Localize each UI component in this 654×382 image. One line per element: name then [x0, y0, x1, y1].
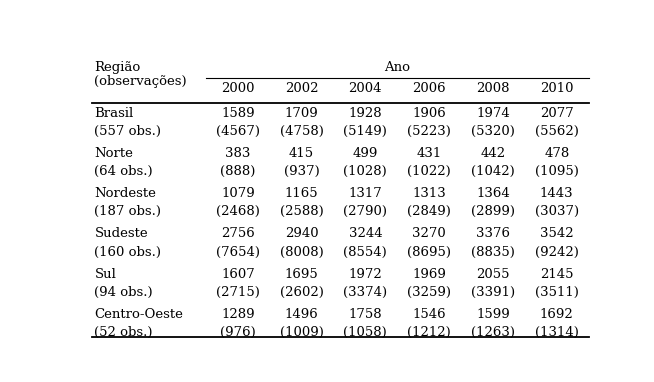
Text: (1028): (1028) — [343, 165, 387, 178]
Text: 1289: 1289 — [221, 308, 254, 321]
Text: (1095): (1095) — [535, 165, 579, 178]
Text: (1042): (1042) — [471, 165, 515, 178]
Text: 2756: 2756 — [221, 227, 254, 240]
Text: 1364: 1364 — [476, 187, 510, 200]
Text: (3037): (3037) — [535, 206, 579, 219]
Text: (52 obs.): (52 obs.) — [94, 326, 153, 339]
Text: 2940: 2940 — [284, 227, 318, 240]
Text: (observações): (observações) — [94, 75, 187, 88]
Text: (557 obs.): (557 obs.) — [94, 125, 162, 138]
Text: (8835): (8835) — [471, 246, 515, 259]
Text: Norte: Norte — [94, 147, 133, 160]
Text: 2077: 2077 — [540, 107, 574, 120]
Text: (160 obs.): (160 obs.) — [94, 246, 162, 259]
Text: Nordeste: Nordeste — [94, 187, 156, 200]
Text: 1165: 1165 — [284, 187, 318, 200]
Text: 1692: 1692 — [540, 308, 574, 321]
Text: (888): (888) — [220, 165, 256, 178]
Text: (937): (937) — [284, 165, 319, 178]
Text: 3244: 3244 — [349, 227, 382, 240]
Text: (4758): (4758) — [280, 125, 324, 138]
Text: Ano: Ano — [385, 60, 410, 74]
Text: 3542: 3542 — [540, 227, 574, 240]
Text: 1546: 1546 — [412, 308, 446, 321]
Text: Brasil: Brasil — [94, 107, 133, 120]
Text: 478: 478 — [544, 147, 570, 160]
Text: 499: 499 — [353, 147, 378, 160]
Text: 1972: 1972 — [349, 268, 382, 281]
Text: (8695): (8695) — [407, 246, 451, 259]
Text: 2145: 2145 — [540, 268, 574, 281]
Text: (2899): (2899) — [471, 206, 515, 219]
Text: (7654): (7654) — [216, 246, 260, 259]
Text: 1758: 1758 — [349, 308, 382, 321]
Text: 1695: 1695 — [284, 268, 318, 281]
Text: (2602): (2602) — [280, 286, 324, 299]
Text: (976): (976) — [220, 326, 256, 339]
Text: (1314): (1314) — [535, 326, 579, 339]
Text: (2468): (2468) — [216, 206, 260, 219]
Text: 1709: 1709 — [284, 107, 318, 120]
Text: 1928: 1928 — [349, 107, 382, 120]
Text: (2588): (2588) — [280, 206, 324, 219]
Text: (1263): (1263) — [471, 326, 515, 339]
Text: (5223): (5223) — [407, 125, 451, 138]
Text: (9242): (9242) — [535, 246, 579, 259]
Text: (5320): (5320) — [471, 125, 515, 138]
Text: 1496: 1496 — [284, 308, 318, 321]
Text: (3511): (3511) — [535, 286, 579, 299]
Text: 1974: 1974 — [476, 107, 510, 120]
Text: 1607: 1607 — [221, 268, 254, 281]
Text: Sul: Sul — [94, 268, 116, 281]
Text: 2055: 2055 — [476, 268, 509, 281]
Text: 415: 415 — [289, 147, 314, 160]
Text: Região: Região — [94, 60, 141, 74]
Text: (1009): (1009) — [280, 326, 324, 339]
Text: (5149): (5149) — [343, 125, 387, 138]
Text: (8554): (8554) — [343, 246, 387, 259]
Text: (2849): (2849) — [407, 206, 451, 219]
Text: (94 obs.): (94 obs.) — [94, 286, 153, 299]
Text: 1443: 1443 — [540, 187, 574, 200]
Text: 1589: 1589 — [221, 107, 254, 120]
Text: (3259): (3259) — [407, 286, 451, 299]
Text: (1058): (1058) — [343, 326, 387, 339]
Text: 2010: 2010 — [540, 82, 574, 95]
Text: 2008: 2008 — [476, 82, 509, 95]
Text: 383: 383 — [225, 147, 250, 160]
Text: Sudeste: Sudeste — [94, 227, 148, 240]
Text: 1079: 1079 — [221, 187, 254, 200]
Text: 3376: 3376 — [476, 227, 510, 240]
Text: 2002: 2002 — [285, 82, 318, 95]
Text: (2715): (2715) — [216, 286, 260, 299]
Text: 2004: 2004 — [349, 82, 382, 95]
Text: (8008): (8008) — [280, 246, 324, 259]
Text: (1212): (1212) — [407, 326, 451, 339]
Text: (5562): (5562) — [535, 125, 579, 138]
Text: 431: 431 — [417, 147, 442, 160]
Text: (3374): (3374) — [343, 286, 387, 299]
Text: 1906: 1906 — [412, 107, 446, 120]
Text: 1969: 1969 — [412, 268, 446, 281]
Text: (1022): (1022) — [407, 165, 451, 178]
Text: 442: 442 — [481, 147, 506, 160]
Text: 1313: 1313 — [412, 187, 446, 200]
Text: (2790): (2790) — [343, 206, 387, 219]
Text: (4567): (4567) — [216, 125, 260, 138]
Text: 2006: 2006 — [412, 82, 446, 95]
Text: 3270: 3270 — [412, 227, 446, 240]
Text: (64 obs.): (64 obs.) — [94, 165, 153, 178]
Text: (187 obs.): (187 obs.) — [94, 206, 162, 219]
Text: Centro-Oeste: Centro-Oeste — [94, 308, 183, 321]
Text: (3391): (3391) — [471, 286, 515, 299]
Text: 2000: 2000 — [221, 82, 254, 95]
Text: 1599: 1599 — [476, 308, 510, 321]
Text: 1317: 1317 — [349, 187, 382, 200]
